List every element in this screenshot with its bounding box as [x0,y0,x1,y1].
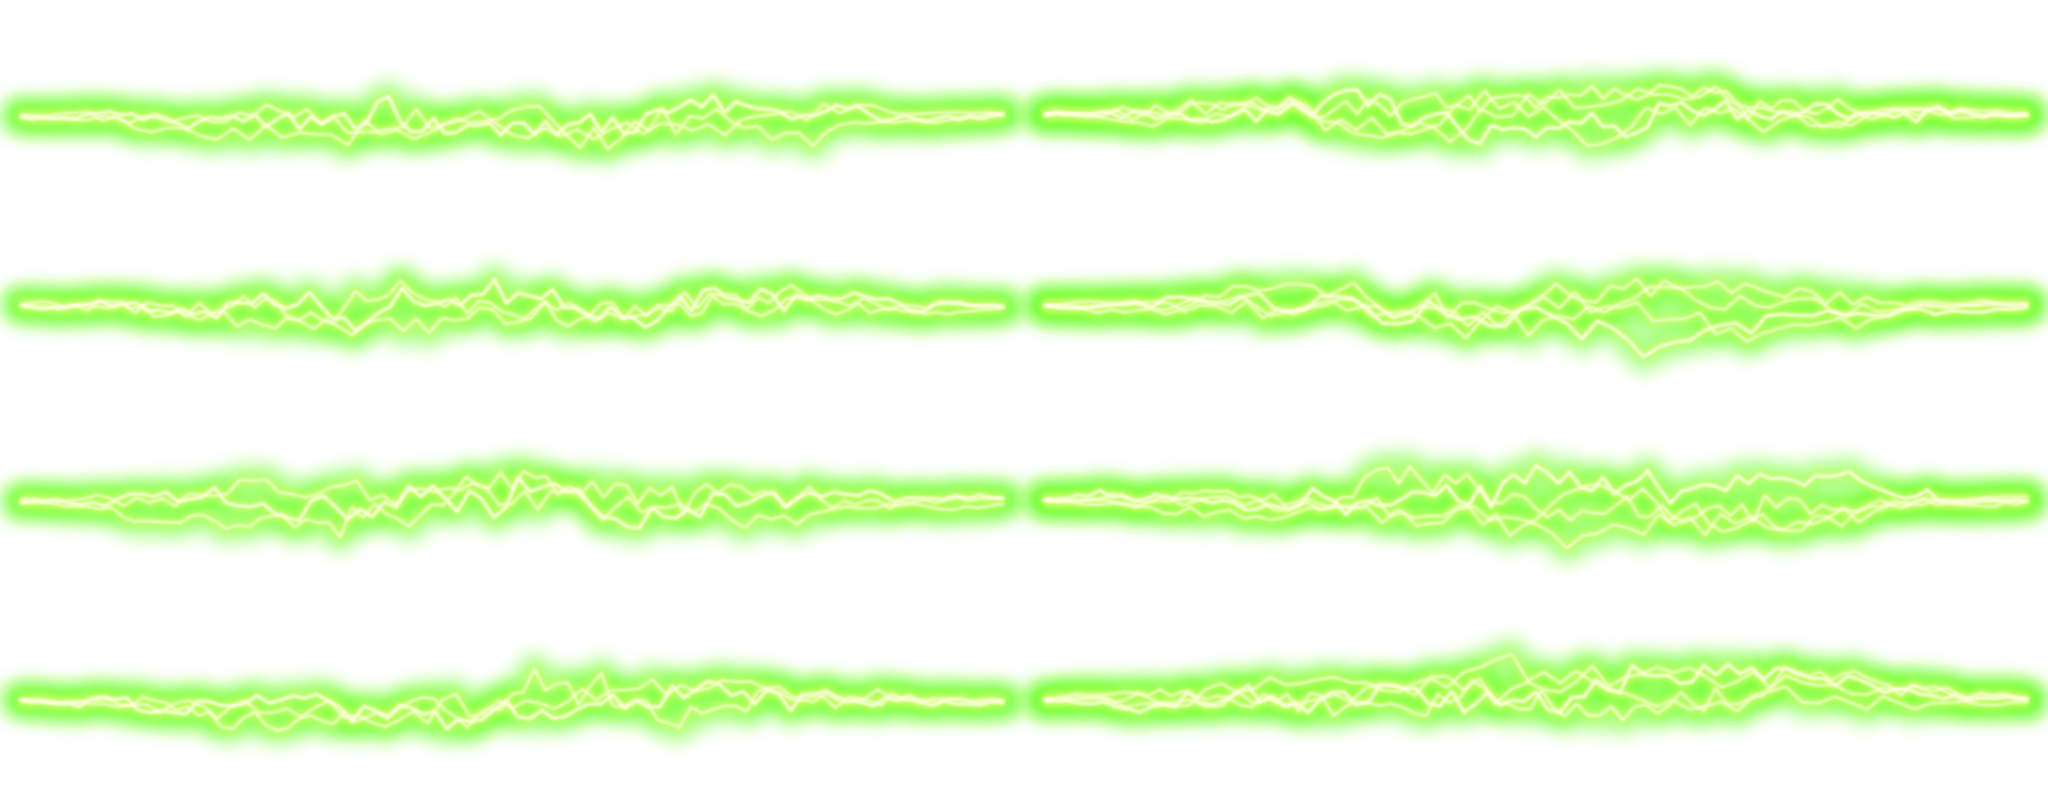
bolt-core [1043,290,2029,343]
lightning-bolt-6 [1029,450,2043,564]
bolt-core [19,470,1005,539]
lightning-bolt-2 [1029,70,2043,161]
bolt-core [19,93,1005,137]
lightning-bolt-5 [5,456,1019,553]
lightning-bolt-3 [5,264,1019,351]
lightning-bolt-1 [5,79,1019,165]
bolt-core [1043,285,2029,337]
bolt-core [19,103,1005,151]
bolt-core [1043,662,2029,715]
bolt-core [19,277,1005,333]
bolt-core [19,667,1005,732]
bolt-core [1043,84,2029,120]
bolt-core [1043,666,2029,722]
bolt-core [19,478,1005,529]
bolt-core [19,678,1005,728]
bolt-core [1043,494,2029,550]
bolt-core [1043,89,2029,147]
bolt-core [19,102,1005,147]
bolt-core [19,290,1005,337]
bolt-core [1043,85,2029,143]
bolt-core [1043,484,2029,537]
bolt-core [1043,664,2029,708]
bolt-core [1043,652,2029,713]
lightning-bolt-7 [5,653,1019,746]
lightning-bolt-8 [1029,638,2043,736]
bolt-core [19,476,1005,530]
bolt-core [1043,464,2029,516]
lightning-bolt-4 [1029,263,2043,373]
bolt-core [1044,277,2029,320]
